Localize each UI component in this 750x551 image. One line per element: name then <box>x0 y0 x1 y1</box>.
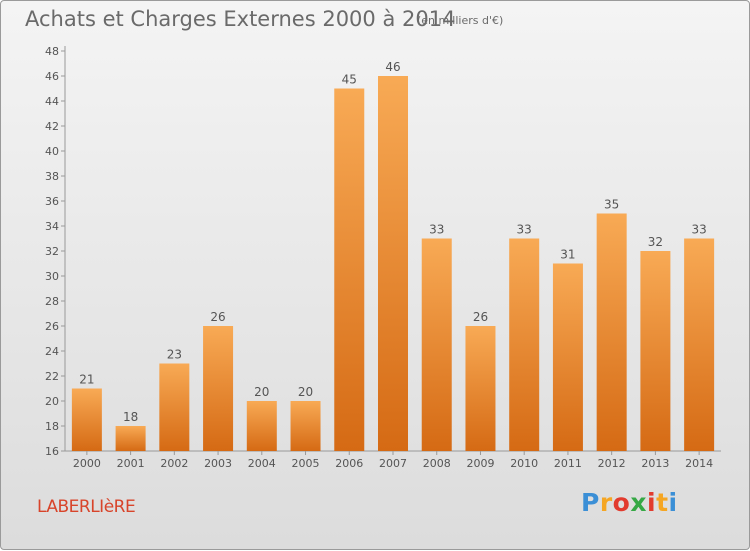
data-label: 21 <box>79 373 94 387</box>
data-label: 46 <box>385 60 400 74</box>
bar <box>684 238 715 451</box>
logo-letter: i <box>647 488 657 517</box>
chart-subtitle: (en milliers d'€) <box>417 14 504 27</box>
bar <box>509 238 540 451</box>
x-tick-label: 2003 <box>204 457 232 470</box>
data-label: 26 <box>210 310 225 324</box>
y-tick-label: 34 <box>45 220 59 233</box>
bar <box>378 76 408 451</box>
y-tick-label: 22 <box>45 370 59 383</box>
data-label: 33 <box>429 223 444 237</box>
y-tick-label: 42 <box>45 120 59 133</box>
bar <box>596 213 627 451</box>
y-tick-label: 36 <box>45 195 59 208</box>
logo-letter: P <box>581 488 600 517</box>
logo-letter: o <box>612 488 631 517</box>
x-tick-label: 2006 <box>335 457 363 470</box>
y-tick-label: 16 <box>45 445 59 458</box>
x-tick-label: 2008 <box>423 457 451 470</box>
data-label: 18 <box>123 410 138 424</box>
y-tick-label: 44 <box>45 95 59 108</box>
y-tick-label: 48 <box>45 45 59 58</box>
bar <box>421 238 452 451</box>
y-tick-label: 20 <box>45 395 59 408</box>
bar <box>552 263 583 451</box>
data-label: 33 <box>691 223 706 237</box>
data-label: 31 <box>560 248 575 262</box>
x-tick-label: 2010 <box>510 457 538 470</box>
data-label: 35 <box>604 198 619 212</box>
bar <box>465 326 496 451</box>
data-label: 20 <box>298 385 313 399</box>
bar <box>71 388 102 451</box>
x-tick-label: 2014 <box>685 457 713 470</box>
y-tick-label: 18 <box>45 420 59 433</box>
x-tick-label: 2007 <box>379 457 407 470</box>
bar <box>246 401 277 451</box>
y-tick-label: 28 <box>45 295 59 308</box>
y-tick-label: 38 <box>45 170 59 183</box>
data-label: 32 <box>648 235 663 249</box>
y-tick-label: 30 <box>45 270 59 283</box>
bar <box>640 251 671 451</box>
x-tick-label: 2011 <box>554 457 582 470</box>
y-tick-label: 26 <box>45 320 59 333</box>
x-tick-label: 2004 <box>248 457 276 470</box>
logo-letter: i <box>668 488 678 517</box>
x-tick-label: 2013 <box>641 457 669 470</box>
chart-title: Achats et Charges Externes 2000 à 2014 <box>25 7 456 31</box>
bar <box>115 426 146 451</box>
x-tick-label: 2012 <box>598 457 626 470</box>
data-label: 20 <box>254 385 269 399</box>
bar <box>334 88 365 451</box>
y-tick-label: 32 <box>45 245 59 258</box>
x-tick-label: 2009 <box>466 457 494 470</box>
proxiti-logo: Proxiti <box>581 488 678 517</box>
bar <box>159 363 190 451</box>
data-label: 45 <box>342 73 357 87</box>
logo-letter: r <box>599 488 613 517</box>
x-tick-label: 2002 <box>160 457 188 470</box>
x-tick-label: 2000 <box>73 457 101 470</box>
logo-letter: x <box>630 488 647 517</box>
x-tick-label: 2001 <box>117 457 145 470</box>
y-tick-label: 40 <box>45 145 59 158</box>
data-label: 26 <box>473 310 488 324</box>
y-tick-label: 24 <box>45 345 59 358</box>
bar <box>203 326 234 451</box>
data-label: 23 <box>167 348 182 362</box>
bar <box>290 401 321 451</box>
logo-letter: t <box>656 488 669 517</box>
x-tick-label: 2005 <box>292 457 320 470</box>
y-tick-label: 46 <box>45 70 59 83</box>
place-name: LABERLIèRE <box>37 497 136 517</box>
data-label: 33 <box>517 223 532 237</box>
